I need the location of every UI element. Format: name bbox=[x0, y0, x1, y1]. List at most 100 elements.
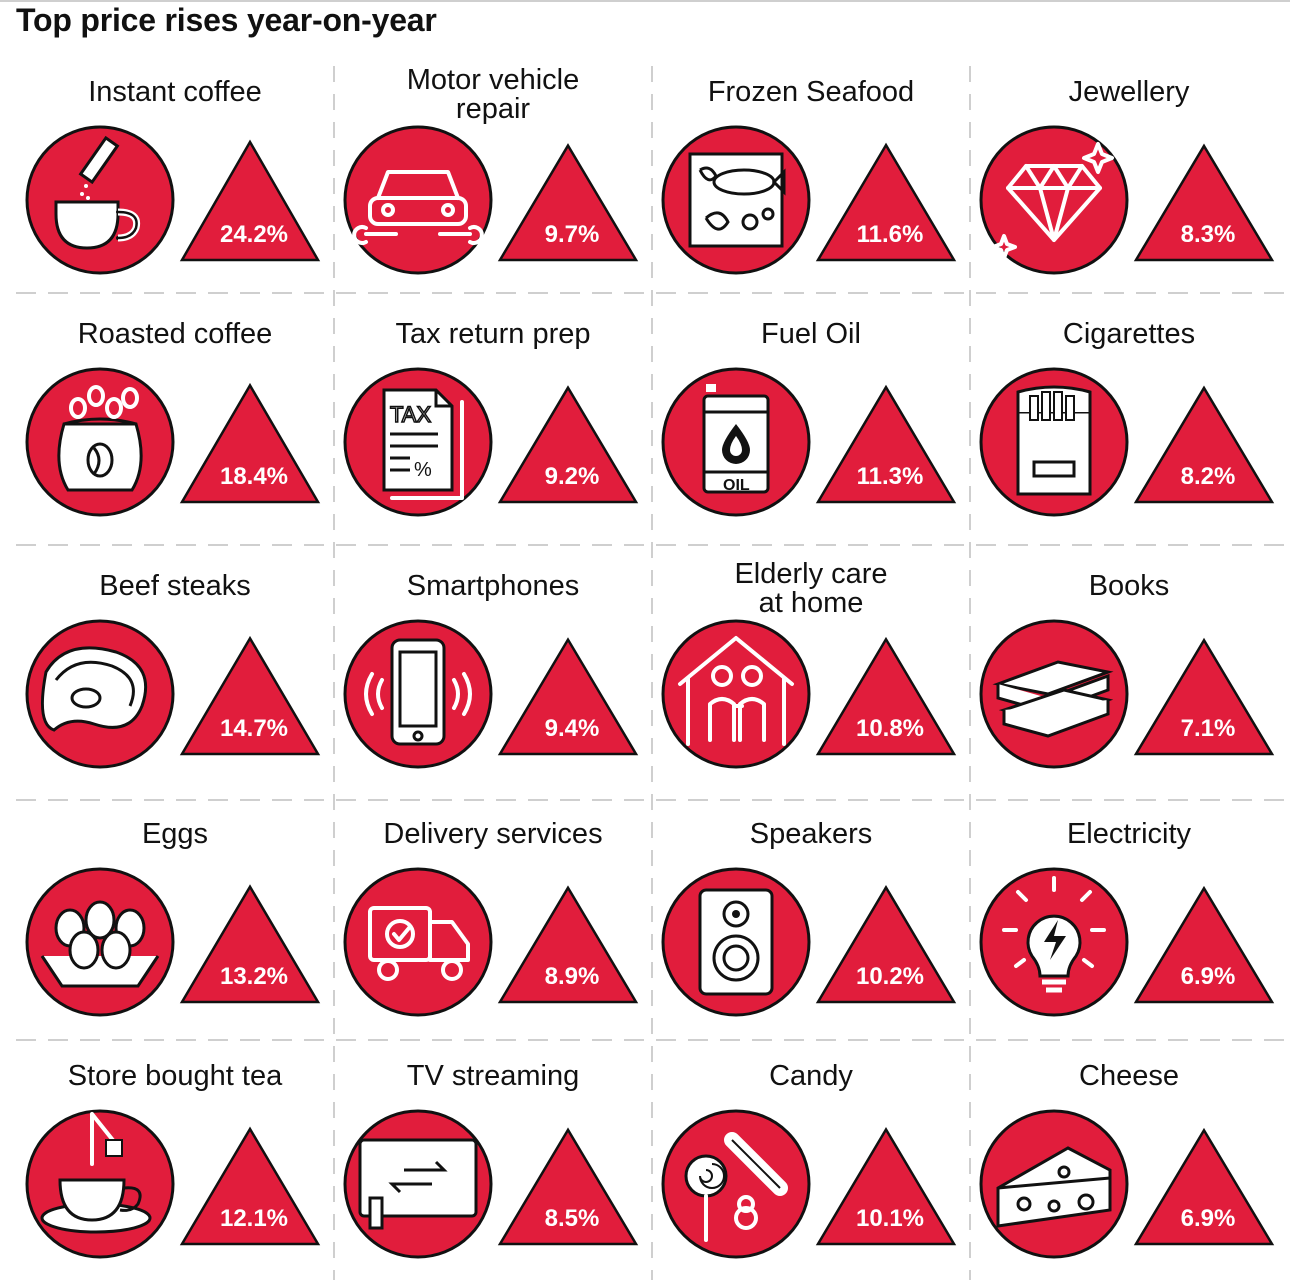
oil-barrel-icon: OIL bbox=[702, 384, 770, 494]
item-label: Elderly care at home bbox=[652, 560, 970, 618]
item-graphic: 18.4% bbox=[25, 367, 321, 517]
value-label: 9.4% bbox=[545, 715, 600, 742]
item-label-line: Speakers bbox=[749, 818, 873, 850]
increase-triangle bbox=[497, 637, 639, 756]
item-label: Delivery services bbox=[334, 820, 652, 849]
item-graphic: 10.8% bbox=[661, 619, 957, 769]
item-label: Motor vehicle repair bbox=[334, 66, 652, 124]
increase-triangle bbox=[1133, 1127, 1275, 1246]
books-icon bbox=[992, 660, 1114, 738]
item-label-line: Tax return prep bbox=[395, 318, 591, 350]
icon-badge bbox=[343, 867, 493, 1017]
item-label-line: Candy bbox=[769, 1060, 853, 1092]
frozen-seafood-icon bbox=[688, 152, 786, 248]
value-label: 11.3% bbox=[857, 463, 924, 490]
item-label: Electricity bbox=[970, 820, 1288, 849]
item-label: Store bought tea bbox=[16, 1062, 334, 1091]
value-label: 8.9% bbox=[545, 963, 600, 990]
item-graphic: 13.2% bbox=[25, 867, 321, 1017]
item-graphic: 10.2% bbox=[661, 867, 957, 1017]
increase-triangle bbox=[1133, 385, 1275, 504]
increase-triangle bbox=[179, 884, 321, 1004]
increase-triangle bbox=[815, 384, 957, 504]
delivery-truck-icon bbox=[368, 906, 470, 981]
item-label-line: Instant coffee bbox=[88, 76, 262, 108]
item-label-line: Smartphones bbox=[406, 570, 580, 602]
item-label-line: Jewellery bbox=[1068, 76, 1190, 108]
item-label: Cigarettes bbox=[970, 320, 1288, 349]
item-graphic: 8.3% bbox=[979, 125, 1275, 275]
increase-triangle bbox=[497, 385, 639, 504]
item-label-line: Books bbox=[1088, 570, 1170, 602]
item-label: TV streaming bbox=[334, 1062, 652, 1091]
value-label: 10.1% bbox=[856, 1205, 924, 1232]
item-graphic: TAX % 9.2% bbox=[343, 367, 639, 517]
item-label-line: Motor vehicle bbox=[406, 64, 580, 96]
item-label-line: Beef steaks bbox=[99, 570, 251, 602]
cheese-icon bbox=[996, 1146, 1112, 1228]
increase-triangle bbox=[179, 382, 321, 504]
item-label: Beef steaks bbox=[16, 572, 334, 601]
increase-triangle bbox=[179, 1126, 321, 1246]
candy-icon bbox=[684, 1132, 788, 1242]
item-label-line: Cigarettes bbox=[1062, 318, 1196, 350]
item-label: Books bbox=[970, 572, 1288, 601]
lightbulb-icon bbox=[1002, 876, 1106, 993]
tv-streaming-icon bbox=[358, 1138, 478, 1230]
item-label-line: Eggs bbox=[141, 818, 209, 850]
item-graphic: 6.9% bbox=[979, 1109, 1275, 1259]
increase-triangle bbox=[1133, 885, 1275, 1004]
cigarette-pack-icon bbox=[1016, 385, 1092, 496]
item-label-line: Cheese bbox=[1079, 1060, 1179, 1092]
value-label: 10.8% bbox=[856, 715, 924, 742]
icon-badge bbox=[661, 619, 811, 769]
item-graphic: 24.2% bbox=[25, 125, 321, 275]
increase-triangle bbox=[815, 636, 957, 756]
instant-coffee-icon bbox=[54, 135, 141, 250]
increase-triangle bbox=[815, 885, 957, 1004]
increase-triangle bbox=[497, 143, 639, 262]
value-label: 24.2% bbox=[220, 221, 288, 248]
svg-text:TAX: TAX bbox=[390, 402, 431, 427]
item-label-line: TV streaming bbox=[406, 1060, 580, 1092]
item-graphic: 11.6% bbox=[661, 125, 957, 275]
increase-triangle bbox=[497, 885, 639, 1004]
item-label: Candy bbox=[652, 1062, 970, 1091]
item-graphic: 8.2% bbox=[979, 367, 1275, 517]
smartphone-icon bbox=[364, 638, 472, 746]
value-label: 8.5% bbox=[545, 1205, 600, 1232]
value-label: 9.2% bbox=[545, 463, 600, 490]
egg-carton-icon bbox=[40, 900, 160, 988]
value-label: 6.9% bbox=[1181, 1205, 1236, 1232]
item-label: Fuel Oil bbox=[652, 320, 970, 349]
diamond-icon bbox=[991, 142, 1114, 260]
page-title: Top price rises year-on-year bbox=[16, 2, 437, 38]
item-graphic: 14.7% bbox=[25, 619, 321, 769]
item-label-line: Store bought tea bbox=[67, 1060, 283, 1092]
value-label: 13.2% bbox=[220, 963, 288, 990]
item-label: Tax return prep bbox=[334, 320, 652, 349]
steak-icon bbox=[40, 646, 148, 732]
item-label: Jewellery bbox=[970, 78, 1288, 107]
item-label-line: Elderly care bbox=[734, 558, 888, 590]
tea-cup-icon bbox=[40, 1112, 152, 1234]
increase-triangle bbox=[179, 139, 321, 262]
item-label: Frozen Seafood bbox=[652, 78, 970, 107]
value-label: 9.7% bbox=[545, 221, 600, 248]
speaker-icon bbox=[698, 888, 774, 996]
svg-text:%: % bbox=[414, 459, 432, 481]
increase-triangle bbox=[815, 1127, 957, 1246]
item-graphic: 8.5% bbox=[343, 1109, 639, 1259]
elderly-care-icon bbox=[678, 636, 794, 746]
item-graphic: 7.1% bbox=[979, 619, 1275, 769]
item-label-line: repair bbox=[455, 93, 531, 125]
increase-triangle bbox=[497, 1127, 639, 1246]
increase-triangle bbox=[179, 635, 321, 756]
item-label: Cheese bbox=[970, 1062, 1288, 1091]
value-label: 7.1% bbox=[1181, 715, 1236, 742]
value-label: 8.3% bbox=[1181, 221, 1236, 248]
value-label: 14.7% bbox=[220, 715, 288, 742]
value-label: 6.9% bbox=[1181, 963, 1236, 990]
value-label: 8.2% bbox=[1181, 463, 1236, 490]
